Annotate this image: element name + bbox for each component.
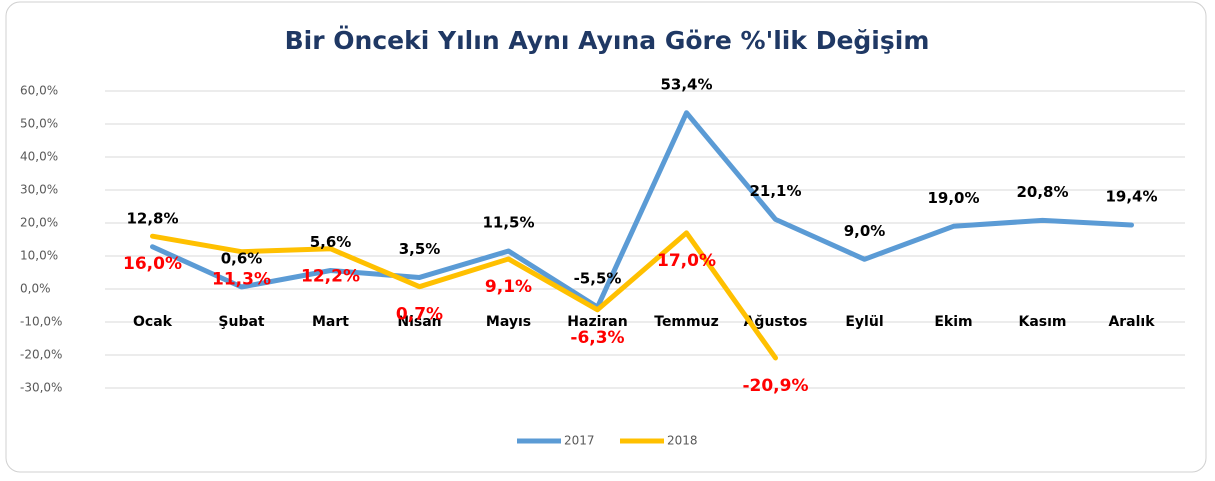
series-line (150, 230, 778, 361)
data-label: -5,5% (574, 270, 622, 288)
y-tick-label: 40,0% (20, 150, 58, 164)
data-label: -6,3% (570, 328, 624, 348)
x-tick-label: Haziran (567, 314, 627, 330)
x-tick-label: Mayıs (486, 314, 531, 330)
y-tick-label: 20,0% (20, 216, 58, 230)
data-label: 12,2% (301, 267, 360, 287)
data-label: 20,8% (1016, 183, 1068, 201)
y-tick-label: -30,0% (20, 381, 62, 395)
x-tick-label: Kasım (1018, 314, 1066, 330)
x-tick-label: Ağustos (744, 314, 808, 330)
x-tick-label: Mart (312, 314, 349, 330)
y-tick-label: -20,0% (20, 348, 62, 362)
data-label: 53,4% (660, 75, 712, 93)
data-label: 16,0% (123, 254, 182, 274)
data-label: 11,5% (482, 214, 534, 232)
x-tick-label: Temmuz (654, 314, 718, 330)
x-tick-label: Eylül (845, 314, 883, 330)
chart-border (5, 1, 1207, 473)
x-tick-label: Şubat (218, 314, 265, 330)
data-label: 0,6% (221, 250, 263, 268)
data-label: 19,4% (1105, 187, 1157, 205)
data-label: 12,8% (126, 209, 178, 227)
data-label: 9,0% (844, 222, 886, 240)
x-tick-label: Ocak (133, 314, 173, 330)
data-label: 21,1% (749, 182, 801, 200)
series-line (150, 110, 1134, 310)
data-label: 0,7% (396, 305, 443, 325)
y-tick-label: -10,0% (20, 315, 62, 329)
y-tick-label: 0,0% (20, 282, 51, 296)
legend-label: 2018 (667, 434, 698, 448)
data-label: 19,0% (927, 189, 979, 207)
legend-label: 2017 (564, 434, 595, 448)
y-tick-label: 60,0% (20, 84, 58, 98)
data-label: -20,9% (742, 376, 808, 396)
x-tick-label: Nisan (397, 314, 441, 330)
data-label: 11,3% (212, 270, 271, 290)
data-label: 3,5% (399, 240, 441, 258)
data-label: 9,1% (485, 277, 532, 297)
x-tick-label: Ekim (934, 314, 972, 330)
y-tick-label: 30,0% (20, 183, 58, 197)
x-tick-label: Aralık (1108, 314, 1155, 330)
data-label: 5,6% (310, 233, 352, 251)
y-tick-label: 50,0% (20, 117, 58, 131)
chart-title: Bir Önceki Yılın Aynı Ayına Göre %'lik D… (285, 25, 930, 55)
data-label: 17,0% (657, 251, 716, 271)
y-tick-label: 10,0% (20, 249, 58, 263)
